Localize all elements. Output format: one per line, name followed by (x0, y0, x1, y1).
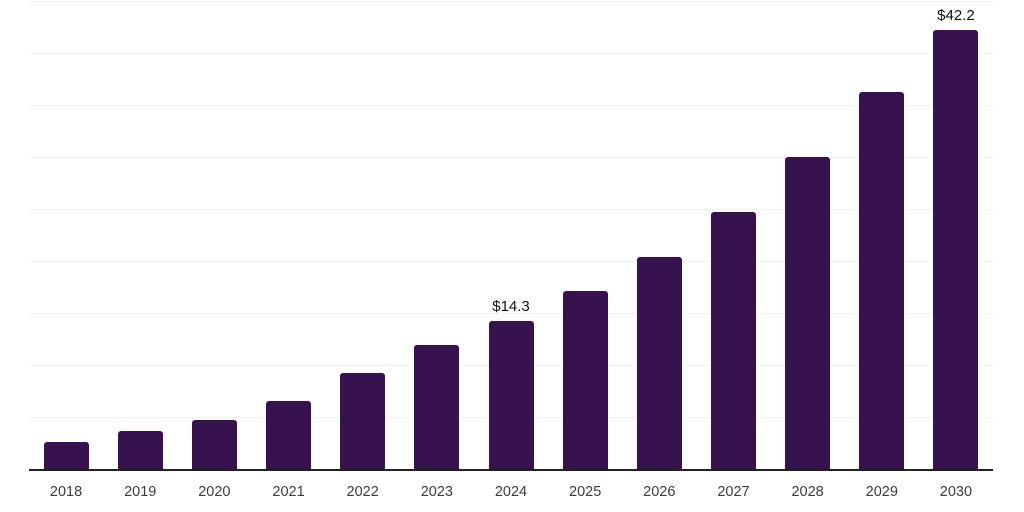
value-label-2030: $42.2 (937, 7, 975, 25)
bar-2028 (785, 157, 831, 470)
x-tick-2020: 2020 (198, 484, 231, 500)
x-tick-2019: 2019 (124, 484, 157, 500)
gridline (29, 313, 993, 315)
x-tick-2027: 2027 (717, 484, 750, 500)
bar-2018 (43, 441, 89, 470)
gridline (29, 208, 993, 210)
gridline (29, 52, 993, 54)
bar-2020 (191, 419, 237, 470)
bar-2022 (340, 373, 386, 470)
bar-2030 (933, 30, 979, 470)
bar-2021 (266, 401, 312, 470)
plot-area: $14.3 $42.2 (29, 0, 993, 470)
bar-2019 (117, 431, 163, 470)
x-tick-2023: 2023 (420, 484, 453, 500)
bar-2026 (636, 257, 682, 470)
gridline (29, 261, 993, 263)
x-tick-2026: 2026 (643, 484, 676, 500)
x-tick-2030: 2030 (939, 484, 973, 500)
gridline (29, 0, 993, 2)
bar-2025 (562, 290, 608, 470)
x-tick-2028: 2028 (791, 484, 824, 500)
x-tick-2018: 2018 (49, 484, 83, 500)
x-tick-2022: 2022 (346, 484, 379, 500)
gridline (29, 156, 993, 158)
bar-2027 (710, 211, 756, 470)
bar-2029 (859, 91, 905, 470)
x-tick-2029: 2029 (865, 484, 898, 500)
x-tick-2021: 2021 (272, 484, 305, 500)
gridline (29, 104, 993, 106)
bar-2023 (414, 344, 460, 470)
value-label-2024: $14.3 (492, 297, 530, 315)
x-tick-2025: 2025 (569, 484, 602, 500)
bar-2024 (488, 320, 534, 470)
x-axis-line (29, 469, 993, 471)
x-tick-2024: 2024 (494, 484, 528, 500)
